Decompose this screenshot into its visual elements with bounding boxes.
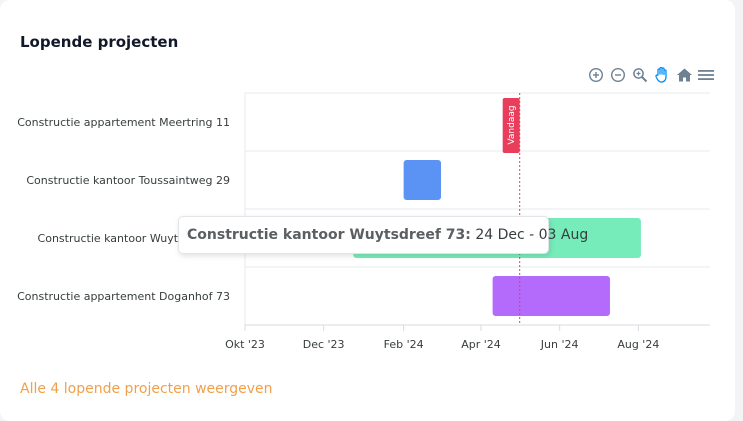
category-label: Constructie appartement Meertring 11 (17, 116, 230, 129)
today-badge (502, 98, 520, 153)
today-label: Vandaag (507, 105, 517, 144)
chart-tooltip: Constructie kantoor Wuytsdreef 73: 24 De… (178, 216, 588, 254)
x-tick-label: Dec '23 (303, 338, 345, 351)
tooltip-project: Constructie kantoor Wuytsdreef 73: (187, 227, 471, 243)
home-reset-icon[interactable] (674, 65, 694, 85)
zoom-selection-icon[interactable] (630, 65, 650, 85)
x-tick-label: Apr '24 (461, 338, 501, 351)
menu-icon[interactable] (696, 65, 716, 85)
category-label: Constructie appartement Doganhof 73 (17, 290, 230, 303)
tooltip-range: 24 Dec - 03 Aug (475, 227, 589, 243)
zoom-out-icon[interactable] (608, 65, 628, 85)
x-tick-label: Feb '24 (384, 338, 424, 351)
view-all-projects-link[interactable]: Alle 4 lopende projecten weergeven (20, 381, 273, 397)
pan-hand-icon[interactable] (652, 65, 672, 85)
timeline-bar (403, 160, 442, 200)
timeline-bar (492, 276, 610, 316)
x-tick-label: Aug '24 (617, 338, 659, 351)
card-title: Lopende projecten (20, 33, 179, 51)
chart-toolbar (586, 65, 718, 85)
zoom-in-icon[interactable] (586, 65, 606, 85)
x-tick-label: Okt '23 (225, 338, 265, 351)
category-label: Constructie kantoor Toussaintweg 29 (26, 174, 230, 187)
x-tick-label: Jun '24 (540, 338, 579, 351)
